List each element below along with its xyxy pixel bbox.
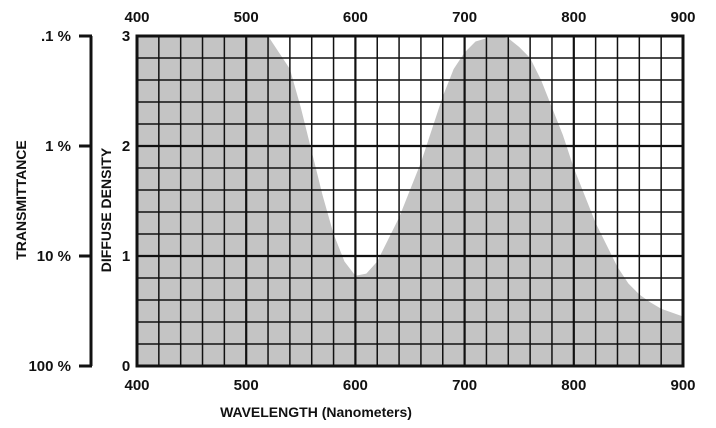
- x-tick-labels-top: 400 500 600 700 800 900: [124, 9, 695, 26]
- x-axis-title: WAVELENGTH (Nanometers): [220, 404, 412, 420]
- y-tick-label: 2: [122, 138, 130, 155]
- x-tick-label-top: 400: [124, 9, 149, 26]
- x-tick-label-top: 700: [452, 9, 477, 26]
- y-tick-labels: 0 1 2 3: [122, 28, 130, 375]
- y-tick-label: 3: [122, 28, 130, 45]
- transmittance-axis-title: TRANSMITTANCE: [13, 140, 29, 260]
- x-tick-label-top: 800: [561, 9, 586, 26]
- x-tick-label-top: 900: [670, 9, 695, 26]
- x-tick-label: 800: [561, 377, 586, 394]
- plot-border: [135, 34, 685, 368]
- y-axis-title: DIFFUSE DENSITY: [98, 147, 114, 272]
- transmittance-tick-labels: .1 % 1 % 10 % 100 %: [28, 28, 71, 375]
- transmittance-tick-label: 1 %: [45, 138, 71, 155]
- y-tick-label: 1: [122, 248, 130, 265]
- y-tick-label: 0: [122, 358, 130, 375]
- grid-lines: [137, 36, 683, 366]
- series-area: [137, 36, 683, 366]
- x-tick-labels-bottom: 400 500 600 700 800 900: [124, 377, 695, 394]
- transmittance-tick-label: 10 %: [37, 248, 71, 265]
- transmittance-tick-label: 100 %: [28, 358, 71, 375]
- x-tick-label: 400: [124, 377, 149, 394]
- x-tick-label: 700: [452, 377, 477, 394]
- transmittance-axis: [79, 34, 93, 368]
- transmittance-tick-label: .1 %: [41, 28, 71, 45]
- x-tick-label: 900: [670, 377, 695, 394]
- x-tick-label: 500: [234, 377, 259, 394]
- x-tick-label: 600: [343, 377, 368, 394]
- x-tick-label-top: 500: [234, 9, 259, 26]
- shaded-density-area: [137, 36, 683, 366]
- x-tick-label-top: 600: [343, 9, 368, 26]
